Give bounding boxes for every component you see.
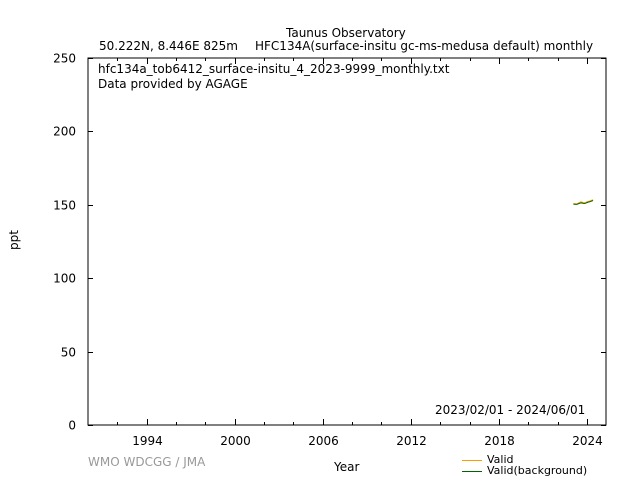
station-location: 50.222N, 8.446E 825m (99, 39, 238, 53)
x-tick-label: 2012 (396, 434, 427, 448)
y-tick-label: 250 (53, 52, 76, 66)
y-tick-label: 100 (53, 272, 76, 286)
date-range: 2023/02/01 - 2024/06/01 (435, 403, 586, 417)
legend-label-valid-background: Valid(background) (487, 464, 588, 477)
y-tick-label: 150 (53, 199, 76, 213)
credit-text: WMO WDCGG / JMA (88, 455, 206, 469)
x-tick-label: 2000 (220, 434, 251, 448)
x-tick-label: 2006 (308, 434, 339, 448)
y-tick-label: 50 (61, 346, 76, 360)
y-axis-label: ppt (7, 230, 21, 250)
x-tick-label: 2024 (572, 434, 603, 448)
y-tick-label: 0 (68, 419, 76, 433)
station-title: Taunus Observatory (286, 26, 406, 40)
legend-label-valid: Valid (487, 453, 514, 466)
species-title: HFC134A(surface-insitu gc-ms-medusa defa… (255, 39, 594, 53)
plot-frame (87, 57, 607, 426)
series-line-valid-background (573, 200, 594, 205)
x-axis-label: Year (334, 460, 360, 474)
x-tick-label: 1994 (132, 434, 163, 448)
x-tick-label: 2018 (484, 434, 515, 448)
y-tick-label: 200 (53, 125, 76, 139)
data-provider: Data provided by AGAGE (98, 77, 248, 91)
data-filename: hfc134a_tob6412_surface-insitu_4_2023-99… (98, 62, 450, 76)
